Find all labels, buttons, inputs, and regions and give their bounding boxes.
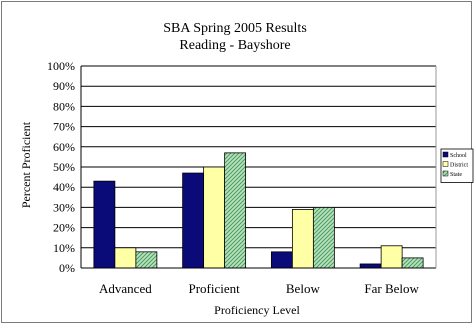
y-tick-label: 40% <box>53 180 75 194</box>
y-tick-label: 10% <box>53 241 75 255</box>
bars <box>94 153 423 268</box>
bar-district-below <box>292 209 313 268</box>
y-tick-label: 100% <box>47 59 75 73</box>
y-tick-label: 80% <box>53 99 75 113</box>
bar-school-below <box>271 252 292 268</box>
y-tick-label: 50% <box>53 160 75 174</box>
x-tick-label: Advanced <box>99 281 152 296</box>
bar-state-proficient <box>225 153 246 268</box>
legend: School District State <box>441 149 473 183</box>
bar-state-below <box>313 207 334 268</box>
bar-school-advanced <box>94 181 115 268</box>
y-tick-label: 60% <box>53 140 75 154</box>
x-axis-label: Proficiency Level <box>214 303 300 317</box>
y-tick-labels: 0% 10% 20% 30% 40% 50% 60% 70% 80% 90% 100% <box>47 59 75 275</box>
y-tick-label: 0% <box>59 261 75 275</box>
legend-label-state: State <box>450 172 462 178</box>
x-tick-label: Proficient <box>188 281 240 296</box>
legend-label-school: School <box>450 153 467 159</box>
y-tick-label: 90% <box>53 79 75 93</box>
bar-district-advanced <box>115 248 136 268</box>
y-tick-label: 20% <box>53 221 75 235</box>
y-tick-label: 70% <box>53 120 75 134</box>
y-axis-label: Percent Proficient <box>19 121 33 208</box>
chart-title: SBA Spring 2005 Results <box>163 21 307 36</box>
chart-subtitle: Reading - Bayshore <box>179 38 290 53</box>
legend-label-district: District <box>450 163 468 169</box>
bar-district-far-below <box>381 246 402 268</box>
bar-state-advanced <box>136 252 157 268</box>
x-tick-label: Far Below <box>364 281 419 296</box>
gridlines <box>81 66 436 248</box>
x-tick-label: Below <box>286 281 321 296</box>
y-tick-label: 30% <box>53 200 75 214</box>
bar-state-far-below <box>402 258 423 268</box>
bar-school-proficient <box>183 173 204 268</box>
bar-district-proficient <box>204 167 225 268</box>
legend-swatch-state <box>443 171 448 176</box>
x-tick-labels: Advanced Proficient Below Far Below <box>99 281 419 296</box>
legend-swatch-district <box>443 162 448 167</box>
legend-swatch-school <box>443 152 448 157</box>
bar-school-far-below <box>360 264 381 268</box>
